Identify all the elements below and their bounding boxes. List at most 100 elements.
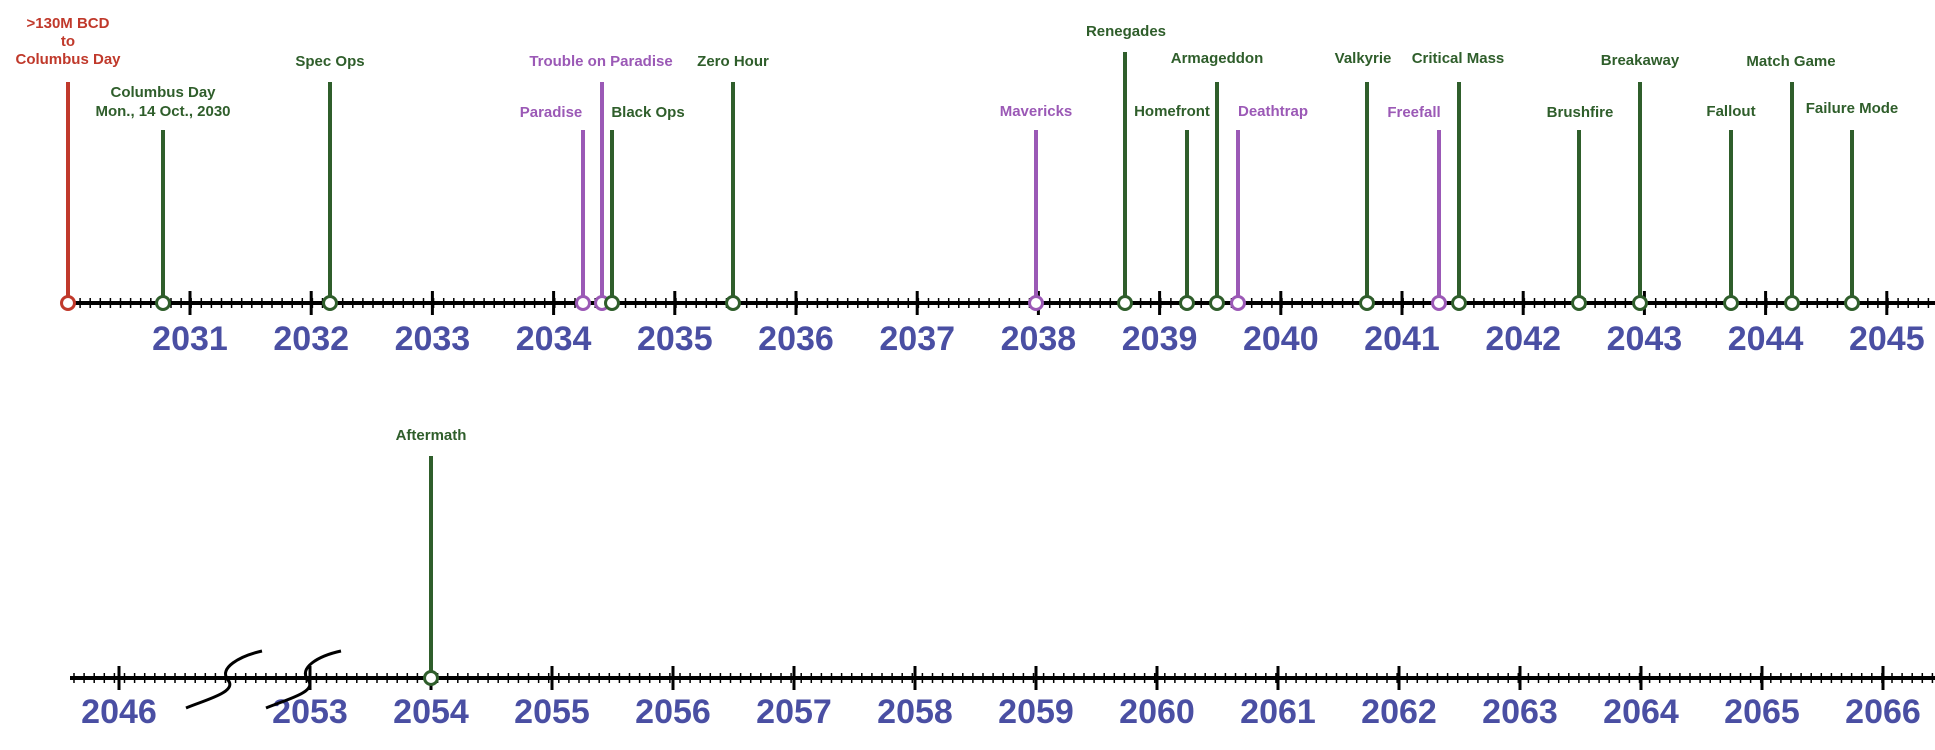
- event-marker-dot: [1230, 295, 1246, 311]
- timeline-event: Fallout: [1706, 103, 1756, 311]
- timeline-event: Aftermath: [396, 427, 467, 686]
- timeline-event: Paradise: [520, 104, 591, 311]
- event-label: Mon., 14 Oct., 2030: [95, 103, 230, 120]
- event-label: Zero Hour: [697, 53, 769, 70]
- timeline-event: Freefall: [1387, 104, 1447, 311]
- timeline-event: Mavericks: [1000, 103, 1073, 311]
- year-label: 2066: [1845, 693, 1921, 731]
- event-label: Failure Mode: [1806, 100, 1899, 117]
- year-label: 2064: [1603, 693, 1679, 731]
- year-label: 2063: [1482, 693, 1558, 731]
- event-label: Freefall: [1387, 104, 1440, 121]
- timeline-event: Breakaway: [1601, 52, 1680, 311]
- year-label: 2041: [1364, 320, 1440, 358]
- event-label: Renegades: [1086, 23, 1166, 40]
- event-label: Spec Ops: [295, 53, 364, 70]
- event-label: Columbus Day: [110, 84, 216, 101]
- timeline-event: Armageddon: [1171, 50, 1264, 311]
- event-marker-dot: [575, 295, 591, 311]
- event-label: Armageddon: [1171, 50, 1264, 67]
- event-marker-dot: [60, 295, 76, 311]
- event-marker-dot: [1632, 295, 1648, 311]
- timeline-event: Failure Mode: [1806, 100, 1899, 311]
- event-label: >130M BCD: [27, 15, 110, 32]
- timeline-event: Zero Hour: [697, 53, 769, 311]
- year-label: 2032: [273, 320, 349, 358]
- timeline-axes: 2031 2032 2033 2034 2035 2036 2037 2038 2039 2040…: [66, 291, 1935, 731]
- timeline-event: Brushfire: [1547, 104, 1614, 311]
- event-marker-dot: [1451, 295, 1467, 311]
- timeline-event: Black Ops: [604, 104, 685, 311]
- year-label: 2031: [152, 320, 228, 358]
- event-label: Homefront: [1134, 103, 1210, 120]
- event-label: Columbus Day: [15, 51, 121, 68]
- event-marker-dot: [1784, 295, 1800, 311]
- year-label: 2055: [514, 693, 590, 731]
- year-label: 2065: [1724, 693, 1800, 731]
- year-label: 2053: [272, 693, 348, 731]
- year-label: 2057: [756, 693, 832, 731]
- year-label: 2056: [635, 693, 711, 731]
- timeline-event: Valkyrie: [1335, 50, 1391, 311]
- axis-break-mark-right: [265, 649, 342, 710]
- timeline-event: Columbus Day Mon., 14 Oct., 2030: [95, 84, 231, 311]
- event-label: Aftermath: [396, 427, 467, 444]
- event-marker-dot: [1723, 295, 1739, 311]
- event-label: Match Game: [1746, 53, 1835, 70]
- year-label: 2061: [1240, 693, 1316, 731]
- axis-break-marks: [185, 649, 342, 710]
- event-label: Paradise: [520, 104, 583, 121]
- event-marker-dot: [1431, 295, 1447, 311]
- event-label: to: [61, 33, 75, 50]
- year-label: 2037: [879, 320, 955, 358]
- year-label: 2044: [1728, 320, 1804, 358]
- year-label: 2040: [1243, 320, 1319, 358]
- event-label: Breakaway: [1601, 52, 1680, 69]
- event-label: Fallout: [1706, 103, 1755, 120]
- year-label: 2058: [877, 693, 953, 731]
- event-label: Deathtrap: [1238, 103, 1308, 120]
- event-marker-dot: [423, 670, 439, 686]
- timeline-event: Trouble on Paradise: [529, 53, 673, 311]
- event-label: Brushfire: [1547, 104, 1614, 121]
- event-marker-dot: [1028, 295, 1044, 311]
- year-label: 2034: [516, 320, 592, 358]
- year-label: 2059: [998, 693, 1074, 731]
- year-label: 2039: [1122, 320, 1198, 358]
- year-label: 2033: [395, 320, 471, 358]
- timeline-event: Spec Ops: [295, 53, 365, 311]
- year-label: 2060: [1119, 693, 1195, 731]
- event-label: Mavericks: [1000, 103, 1073, 120]
- event-label: Trouble on Paradise: [529, 53, 672, 70]
- event-marker-dot: [725, 295, 741, 311]
- year-label: 2038: [1001, 320, 1077, 358]
- event-marker-dot: [1179, 295, 1195, 311]
- event-marker-dot: [1844, 295, 1860, 311]
- timeline-event: Deathtrap: [1230, 103, 1308, 311]
- event-marker-dot: [1571, 295, 1587, 311]
- timeline-event: Match Game: [1746, 53, 1836, 311]
- event-label: Critical Mass: [1412, 50, 1505, 67]
- event-label: Black Ops: [611, 104, 684, 121]
- year-label: 2036: [758, 320, 834, 358]
- year-label: 2054: [393, 693, 469, 731]
- event-marker-dot: [155, 295, 171, 311]
- year-label: 2045: [1849, 320, 1925, 358]
- year-label: 2062: [1361, 693, 1437, 731]
- year-label: 2046: [81, 693, 157, 731]
- event-marker-dot: [1209, 295, 1225, 311]
- event-marker-dot: [322, 295, 338, 311]
- timeline-event: Critical Mass: [1412, 50, 1505, 311]
- year-label: 2043: [1607, 320, 1683, 358]
- year-label: 2035: [637, 320, 713, 358]
- year-label: 2042: [1485, 320, 1561, 358]
- event-marker-dot: [604, 295, 620, 311]
- event-marker-dot: [1117, 295, 1133, 311]
- event-marker-dot: [1359, 295, 1375, 311]
- timeline-event: Renegades: [1086, 23, 1166, 311]
- timeline-event: Homefront: [1134, 103, 1210, 311]
- axis-break-mark-left: [185, 649, 263, 710]
